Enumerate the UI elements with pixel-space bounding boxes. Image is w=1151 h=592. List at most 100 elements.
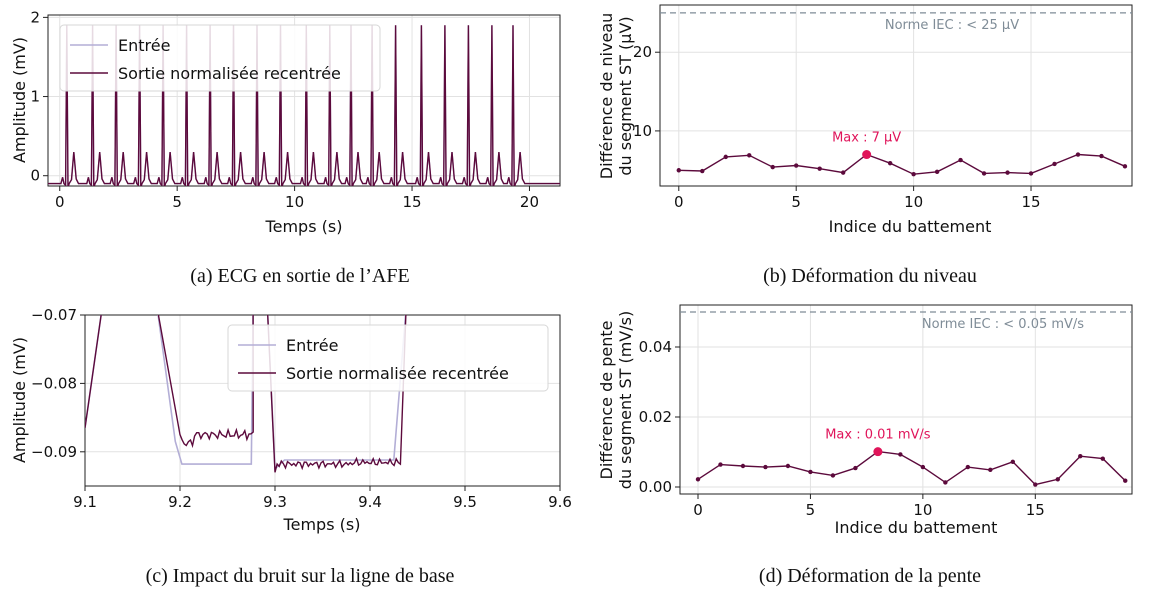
tick-label-y-c: −0.09	[31, 443, 77, 461]
data-point-b	[747, 153, 752, 158]
norm-label-b: Norme IEC : < 25 µV	[885, 18, 1019, 33]
data-point-d	[1010, 459, 1016, 464]
tick-label-x-c: 9.1	[73, 493, 97, 511]
tick-label-x-c: 9.3	[263, 493, 287, 511]
data-point-b	[1122, 164, 1128, 169]
max-marker-b	[862, 150, 872, 160]
caption-d: (d) Déformation de la pente	[759, 565, 981, 587]
data-point-b	[1052, 161, 1057, 167]
data-point-b	[887, 160, 893, 166]
data-point-d	[808, 469, 813, 475]
series-output-line	[48, 25, 560, 186]
tick-label-y-d: 0.04	[639, 338, 672, 356]
tick-label-x-b: 10	[904, 193, 923, 211]
y-axis-label-b: Différence de niveaudu segment ST (µV)	[597, 13, 635, 180]
data-point-d	[740, 463, 746, 469]
tick-label-y-c: −0.07	[31, 306, 77, 324]
y-axis-label-line-d: du segment ST (mV/s)	[616, 311, 635, 489]
data-point-b	[911, 171, 916, 177]
tick-label-x-b: 15	[1021, 193, 1040, 211]
x-axis-label-b: Indice du battement	[829, 217, 992, 236]
tick-label-x-d: 5	[806, 501, 816, 519]
data-point-d	[853, 465, 858, 471]
tick-label-x-a: 15	[402, 193, 421, 211]
legend-box-c	[227, 324, 549, 392]
data-point-b	[817, 166, 822, 171]
plot-area-b	[660, 12, 1132, 177]
tick-label-x-a: 5	[172, 193, 182, 211]
tick-label-y-a: 1	[30, 88, 40, 106]
y-axis-label-line-c: Amplitude (mV)	[10, 337, 29, 463]
legend-label-output-a: Sortie normalisée recentrée	[118, 64, 341, 83]
data-point-d	[1033, 482, 1038, 487]
max-label-d: Max : 0.01 mV/s	[825, 428, 931, 443]
y-axis-label-a: Amplitude (mV)	[10, 37, 29, 163]
series-line-b	[678, 153, 1126, 175]
y-axis-label-line-b: du segment ST (µV)	[616, 16, 635, 175]
tick-label-y-b: 10	[633, 122, 652, 140]
tick-label-x-c: 9.5	[453, 493, 477, 511]
legend-label-input-c: Entrée	[286, 336, 338, 355]
tick-label-x-b: 5	[791, 193, 801, 211]
axes-frame-a	[47, 14, 561, 187]
data-point-b	[1005, 170, 1010, 175]
data-point-b	[700, 168, 705, 174]
data-point-d	[718, 462, 723, 467]
data-point-b	[793, 163, 799, 168]
data-point-b	[958, 157, 963, 163]
tick-label-y-a: 2	[30, 8, 40, 26]
data-point-d	[943, 480, 948, 485]
tick-label-y-b: 20	[633, 43, 652, 61]
axes-frame-b	[659, 4, 1133, 187]
data-point-d	[695, 477, 701, 482]
series-output-line-c	[85, 315, 407, 473]
data-point-b	[934, 169, 940, 175]
norm-label-d: Norme IEC : < 0.05 mV/s	[922, 317, 1084, 332]
plot-area-c	[85, 315, 407, 473]
data-point-b	[1075, 152, 1081, 157]
tick-label-y-c: −0.08	[31, 374, 77, 392]
max-marker-d	[873, 447, 883, 457]
data-point-b	[676, 168, 681, 173]
data-point-b	[723, 154, 728, 160]
caption-b: (b) Déformation du niveau	[763, 265, 977, 287]
data-point-d	[898, 452, 903, 457]
plot-area-a	[48, 25, 560, 186]
caption-c: (c) Impact du bruit sur la ligne de base	[146, 565, 455, 587]
tick-label-x-c: 9.2	[168, 493, 192, 511]
data-point-b	[770, 164, 775, 170]
x-axis-label-a: Temps (s)	[265, 217, 343, 236]
data-point-d	[965, 464, 971, 470]
legend-box-a	[59, 24, 381, 92]
data-point-d	[988, 467, 993, 473]
tick-label-x-d: 0	[693, 501, 703, 519]
tick-label-x-b: 0	[674, 193, 684, 211]
data-point-b	[1028, 171, 1034, 176]
tick-label-x-d: 15	[1026, 501, 1045, 519]
series-line-d	[697, 450, 1126, 486]
tick-label-y-a: 0	[30, 167, 40, 185]
data-point-b	[840, 170, 846, 175]
y-axis-label-d: Différence de pentedu segment ST (mV/s)	[597, 311, 635, 489]
data-point-d	[830, 473, 836, 478]
y-axis-label-c: Amplitude (mV)	[10, 337, 29, 463]
tick-label-x-a: 0	[55, 193, 65, 211]
y-axis-label-line-d: Différence de pente	[597, 321, 616, 480]
data-point-d	[920, 464, 926, 470]
tick-label-x-d: 10	[913, 501, 932, 519]
x-axis-label-d: Indice du battement	[835, 518, 998, 537]
y-axis-label-line-a: Amplitude (mV)	[10, 37, 29, 163]
tick-label-x-c: 9.4	[358, 493, 382, 511]
axes-frame-c	[84, 314, 561, 487]
data-point-d	[1100, 456, 1105, 461]
tick-label-x-c: 9.6	[548, 493, 572, 511]
max-label-b: Max : 7 µV	[832, 131, 901, 146]
tick-label-y-d: 0.00	[639, 478, 672, 496]
legend-label-input-a: Entrée	[118, 36, 170, 55]
y-axis-label-line-b: Différence de niveau	[597, 13, 616, 180]
data-point-d	[1123, 478, 1128, 483]
data-point-b	[1099, 153, 1104, 159]
data-point-d	[785, 463, 791, 469]
data-point-d	[763, 464, 768, 470]
x-axis-label-c: Temps (s)	[283, 515, 361, 534]
